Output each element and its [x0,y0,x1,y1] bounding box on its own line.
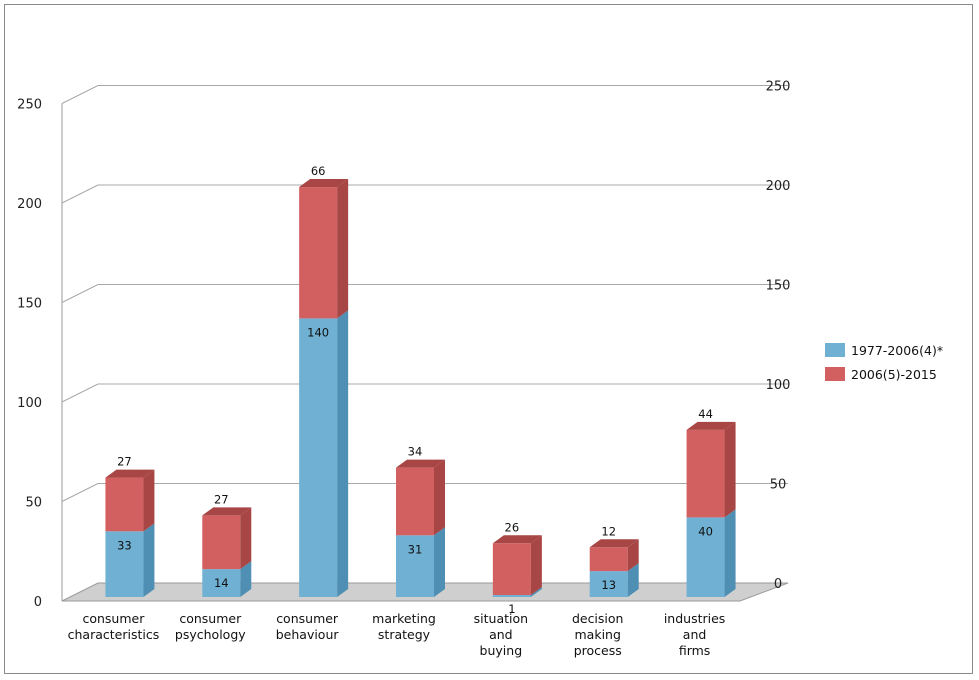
bar-top [396,459,445,468]
x-category-label: making [575,627,621,642]
gridline-diagonal [61,284,99,303]
x-category-label: and [489,627,513,642]
data-label: 27 [117,455,132,469]
x-category-label: strategy [378,627,431,642]
data-label: 26 [505,520,520,534]
gridline-diagonal [61,383,99,403]
data-label: 140 [307,325,329,339]
bar-segment-side [143,469,155,532]
bar-segment-front [202,569,241,597]
x-category-label: consumer [179,611,242,626]
bar-top [492,535,542,544]
y-tick-label-left: 250 [17,98,42,113]
bar-top [202,507,252,516]
bar-segment-front [202,515,241,570]
x-category-label: and [683,627,707,642]
y-tick-label-right: 150 [766,279,791,294]
y-tick-label-right: 0 [774,577,782,592]
bar-segment-front [686,429,725,518]
data-label: 1 [508,602,515,616]
bar-segment-side [530,535,542,596]
x-category-label: process [574,643,622,658]
data-label: 66 [311,164,326,178]
x-category-label: psychology [175,627,246,642]
bar-segment-side [337,310,349,597]
bar-segment-front [589,547,628,572]
y-tick-label-right: 200 [766,179,791,194]
bar-segment-side [434,527,445,597]
x-category-label: situation [474,611,528,626]
bar-segment-front [686,517,725,597]
x-category-label: marketing [372,611,436,626]
y-tick-label-left: 200 [17,197,42,212]
legend-swatch [825,343,845,357]
bar-segment-front [105,531,144,597]
bar-segment-front [589,571,628,597]
data-label: 13 [601,578,616,592]
bar-segment-side [627,563,639,597]
bar-segment-front [492,543,531,596]
data-label: 40 [698,524,713,538]
y-tick-label-left: 0 [34,595,42,610]
gridline-diagonal [61,184,99,204]
x-category-label: behaviour [276,627,340,642]
bar-segment-front [492,595,531,597]
bar-segment-side [240,561,252,597]
bar-top [299,179,349,188]
y-tick-label-left: 150 [17,297,42,312]
bar-segment-side [337,179,349,319]
data-label: 12 [601,524,616,538]
data-label: 27 [214,492,229,506]
bar-segment-front [396,467,434,536]
data-label: 31 [408,542,423,556]
legend-label: 2006(5)-2015 [851,367,937,382]
gridline-diagonal [61,85,99,104]
legend-swatch [825,367,845,381]
bar-segment-front [299,318,338,597]
bar-segment-side [143,523,155,597]
data-label: 33 [117,538,132,552]
bar-segment-front [396,535,434,597]
bar-top [105,469,155,478]
data-label: 14 [214,576,229,590]
gridline-diagonal [61,483,99,502]
bar-top [686,421,736,430]
bar-segment-side [724,421,736,518]
bar-segment-front [299,187,338,319]
bar-segment-side [434,459,445,536]
x-category-label: industries [664,611,725,626]
x-category-label: consumer [276,611,339,626]
bar-top [589,539,639,548]
data-label: 34 [408,445,423,459]
x-category-label: firms [679,643,710,658]
legend-label: 1977-2006(4)* [851,343,943,358]
y-tick-label-left: 100 [17,396,42,411]
bar-segment-side [627,539,639,572]
x-category-label: consumer [82,611,145,626]
x-category-label: decision [572,611,624,626]
bar-segment-front [105,477,144,532]
y-tick-label-right: 250 [766,80,791,95]
x-category-label: characteristics [68,627,160,642]
x-category-label: buying [480,643,523,658]
bar-segment-side [724,509,736,597]
y-tick-label-right: 100 [766,378,791,393]
bar-segment-side [530,587,542,597]
data-label: 44 [698,407,713,421]
bar-segment-side [240,507,252,570]
y-tick-label-left: 50 [25,496,42,511]
y-tick-label-right: 50 [770,478,787,493]
chart-frame [4,4,973,674]
